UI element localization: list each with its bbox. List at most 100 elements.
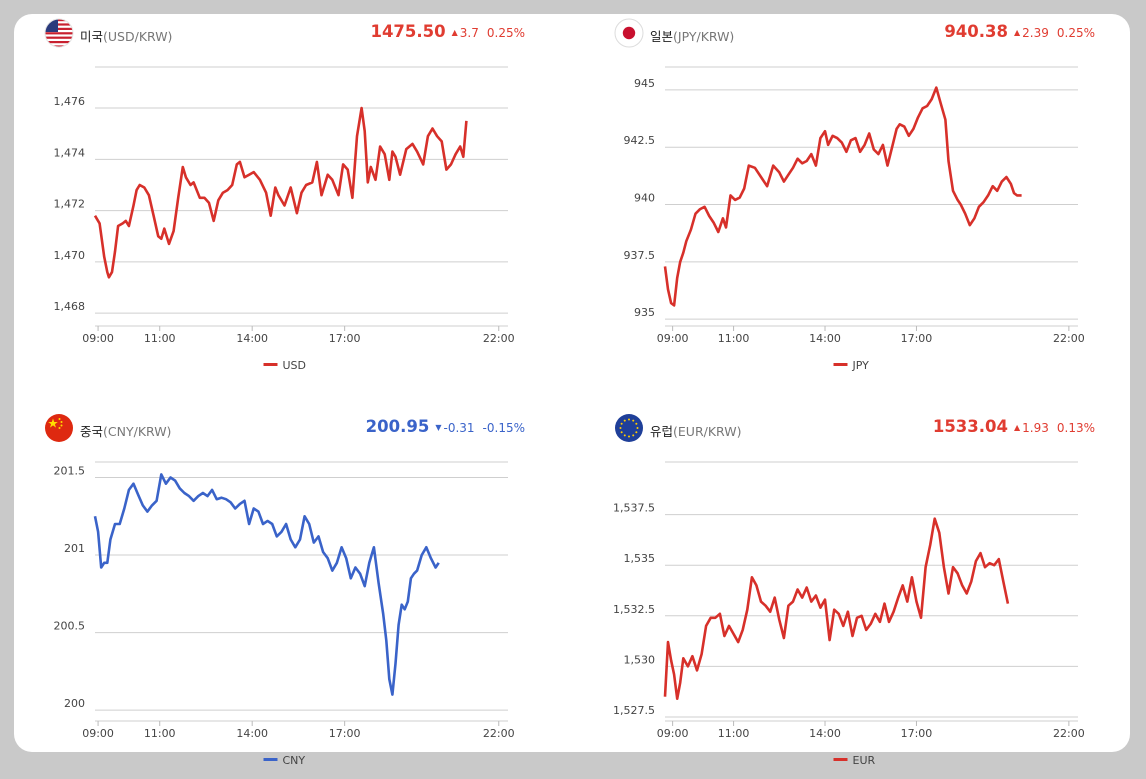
y-tick-label: 200 — [64, 697, 85, 710]
change-value: 3.7 — [459, 26, 479, 40]
y-tick-label: 940 — [634, 192, 655, 205]
x-tick-label: 22:00 — [483, 727, 515, 740]
country-label: 미국 — [80, 29, 104, 44]
x-tick-label: 17:00 — [901, 727, 933, 740]
legend-swatch — [833, 363, 848, 366]
pair-label: (CNY/KRW) — [103, 424, 172, 439]
country-label: 중국 — [80, 424, 104, 439]
x-tick-label: 09:00 — [657, 727, 689, 740]
change-percent: 0.25% — [1056, 26, 1095, 40]
y-tick-label: 1,530 — [624, 653, 656, 666]
panel-header: 유럽(EUR/KRW) 1533.04 ▲ 1.93 0.13% — [614, 413, 1095, 445]
pair-label: (JPY/KRW) — [673, 29, 735, 44]
panel-header: 중국(CNY/KRW) 200.95 ▼ -0.31 -0.15% — [44, 413, 525, 445]
cn-flag-icon — [44, 413, 74, 443]
quote: 200.95 ▼ -0.31 -0.15% — [366, 417, 525, 436]
x-tick-label: 17:00 — [901, 332, 933, 345]
jpy-line-chart: 935 937.5 940 942.5 945 09:00 11:00 14:00 17:00 2… — [624, 66, 1085, 372]
y-tick-label: 1,468 — [54, 300, 86, 313]
legend-swatch — [263, 758, 278, 761]
y-tick-label: 1,472 — [54, 198, 86, 211]
y-tick-label: 942.5 — [624, 134, 656, 147]
pair-label: (USD/KRW) — [103, 29, 173, 44]
x-tick-label: 09:00 — [657, 332, 689, 345]
cny-line-chart: 200 200.5 201 201.5 09:00 11:00 14:00 17:00 22:0… — [54, 461, 515, 767]
series-line — [663, 517, 1010, 700]
up-arrow-icon: ▲ — [1014, 28, 1021, 37]
x-tick-label: 22:00 — [1053, 727, 1085, 740]
country-label: 유럽 — [650, 424, 674, 439]
y-tick-label: 1,476 — [54, 95, 86, 108]
eu-flag-icon — [614, 413, 644, 443]
quote: 1475.50 ▲ 3.7 0.25% — [370, 22, 525, 41]
price-value: 1533.04 — [932, 417, 1008, 436]
down-arrow-icon: ▼ — [435, 423, 442, 432]
x-tick-label: 14:00 — [236, 332, 268, 345]
y-tick-label: 937.5 — [624, 249, 656, 262]
eur-rate-panel: 유럽(EUR/KRW) 1533.04 ▲ 1.93 0.13% 1,527.5 1,5… — [584, 409, 1104, 779]
price-value: 940.38 — [944, 22, 1008, 41]
legend-label[interactable]: EUR — [853, 754, 876, 767]
y-tick-label: 1,527.5 — [613, 704, 655, 717]
x-tick-label: 22:00 — [483, 332, 515, 345]
quote: 1533.04 ▲ 1.93 0.13% — [933, 417, 1095, 436]
legend-label[interactable]: CNY — [283, 754, 306, 767]
pair-label: (EUR/KRW) — [673, 424, 742, 439]
exchange-rate-dashboard: 미국(USD/KRW) 1475.50 ▲ 3.7 0.25% 1,468 1,470 1… — [14, 14, 1130, 767]
x-tick-label: 09:00 — [82, 727, 114, 740]
panel-header: 미국(USD/KRW) 1475.50 ▲ 3.7 0.25% — [44, 18, 525, 50]
y-tick-label: 1,535 — [624, 552, 656, 565]
currency-name: 미국(USD/KRW) — [80, 26, 172, 45]
jpy-rate-panel: 일본(JPY/KRW) 940.38 ▲ 2.39 0.25% 935 937.5 940… — [584, 14, 1104, 384]
x-tick-label: 11:00 — [718, 332, 750, 345]
x-tick-label: 14:00 — [809, 332, 841, 345]
y-tick-label: 1,537.5 — [613, 502, 655, 515]
change-value: 2.39 — [1022, 26, 1049, 40]
legend-label[interactable]: JPY — [852, 359, 870, 372]
y-tick-label: 200.5 — [54, 620, 86, 633]
x-tick-label: 14:00 — [236, 727, 268, 740]
usd-line-chart: 1,468 1,470 1,472 1,474 1,476 09:00 11:00 14:00… — [54, 66, 515, 372]
price-value: 200.95 — [365, 417, 430, 436]
up-arrow-icon: ▲ — [451, 28, 458, 37]
change-value: -0.31 — [443, 421, 475, 435]
legend-label[interactable]: USD — [283, 359, 307, 372]
country-label: 일본 — [650, 29, 674, 44]
series-line — [93, 106, 468, 279]
y-tick-label: 1,532.5 — [613, 603, 655, 616]
change-percent: -0.15% — [482, 421, 525, 435]
x-tick-label: 09:00 — [82, 332, 114, 345]
currency-name: 일본(JPY/KRW) — [650, 26, 734, 45]
legend-swatch — [833, 758, 848, 761]
y-tick-label: 945 — [634, 77, 655, 90]
change-percent: 0.25% — [486, 26, 525, 40]
x-tick-label: 22:00 — [1053, 332, 1085, 345]
currency-name: 중국(CNY/KRW) — [80, 421, 171, 440]
up-arrow-icon: ▲ — [1014, 423, 1021, 432]
y-tick-label: 1,474 — [54, 146, 86, 159]
quote: 940.38 ▲ 2.39 0.25% — [944, 22, 1095, 41]
y-tick-label: 201 — [64, 542, 85, 555]
y-tick-label: 935 — [634, 306, 655, 319]
x-tick-label: 11:00 — [144, 727, 176, 740]
series-line — [93, 473, 440, 696]
change-value: 1.93 — [1022, 421, 1049, 435]
series-line — [663, 86, 1022, 307]
usd-rate-panel: 미국(USD/KRW) 1475.50 ▲ 3.7 0.25% 1,468 1,470 1… — [14, 14, 534, 384]
cny-rate-panel: 중국(CNY/KRW) 200.95 ▼ -0.31 -0.15% 200 200.5 2… — [14, 409, 534, 779]
panel-header: 일본(JPY/KRW) 940.38 ▲ 2.39 0.25% — [614, 18, 1095, 50]
y-tick-label: 1,470 — [54, 249, 86, 262]
change-percent: 0.13% — [1056, 421, 1095, 435]
eur-line-chart: 1,527.5 1,530 1,532.5 1,535 1,537.5 09:00 11:0… — [613, 461, 1085, 767]
x-tick-label: 11:00 — [144, 332, 176, 345]
x-tick-label: 11:00 — [718, 727, 750, 740]
price-value: 1475.50 — [370, 22, 446, 41]
x-tick-label: 17:00 — [329, 727, 361, 740]
y-tick-label: 201.5 — [54, 465, 86, 478]
x-tick-label: 14:00 — [809, 727, 841, 740]
jp-flag-icon — [614, 18, 644, 48]
currency-name: 유럽(EUR/KRW) — [650, 421, 741, 440]
x-tick-label: 17:00 — [329, 332, 361, 345]
legend-swatch — [263, 363, 278, 366]
us-flag-icon — [44, 18, 74, 48]
